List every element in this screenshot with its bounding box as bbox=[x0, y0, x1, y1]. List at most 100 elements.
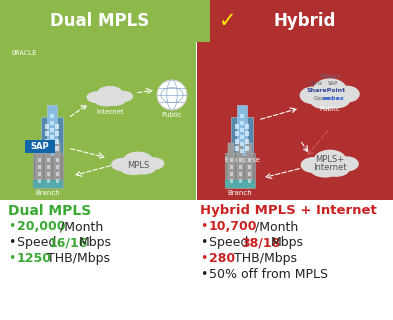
Text: Dual MPLS: Dual MPLS bbox=[50, 12, 150, 30]
Ellipse shape bbox=[95, 96, 118, 107]
Bar bbox=[54, 143, 60, 188]
Bar bbox=[0, 0, 210, 42]
Text: •: • bbox=[8, 236, 15, 249]
Ellipse shape bbox=[86, 92, 107, 103]
Ellipse shape bbox=[323, 162, 349, 177]
Bar bbox=[45, 124, 49, 129]
Bar bbox=[37, 164, 40, 169]
Bar bbox=[245, 124, 249, 129]
Bar bbox=[225, 153, 255, 188]
Text: MPLS: MPLS bbox=[127, 161, 149, 170]
Text: SAP: SAP bbox=[31, 142, 49, 151]
Text: 10,700: 10,700 bbox=[209, 220, 257, 233]
Bar bbox=[248, 179, 250, 182]
Bar bbox=[245, 139, 249, 144]
Bar bbox=[239, 179, 242, 182]
Text: Dual MPLS: Dual MPLS bbox=[8, 204, 91, 218]
Ellipse shape bbox=[114, 91, 133, 102]
Text: webex: webex bbox=[321, 96, 344, 101]
Bar bbox=[239, 164, 242, 169]
Circle shape bbox=[157, 80, 187, 110]
Text: Internet: Internet bbox=[96, 109, 124, 115]
Bar bbox=[235, 139, 239, 144]
Bar bbox=[228, 143, 234, 188]
Bar bbox=[210, 0, 393, 42]
Bar bbox=[240, 148, 244, 153]
Bar bbox=[37, 157, 40, 162]
Ellipse shape bbox=[299, 86, 326, 104]
Text: •: • bbox=[8, 252, 15, 265]
Text: Public: Public bbox=[320, 106, 340, 112]
Bar bbox=[50, 134, 54, 139]
Text: Hybrid MPLS + Internet: Hybrid MPLS + Internet bbox=[200, 204, 377, 217]
Bar bbox=[45, 143, 51, 188]
Bar bbox=[55, 179, 59, 182]
Ellipse shape bbox=[97, 86, 123, 101]
Text: 38/18: 38/18 bbox=[241, 236, 280, 249]
Bar bbox=[55, 146, 59, 151]
Bar bbox=[248, 157, 250, 162]
Ellipse shape bbox=[314, 150, 347, 171]
Bar bbox=[230, 179, 233, 182]
Text: 20,000: 20,000 bbox=[17, 220, 66, 233]
Bar bbox=[248, 164, 250, 169]
Text: 16/16: 16/16 bbox=[49, 236, 88, 249]
Ellipse shape bbox=[120, 163, 147, 175]
Bar bbox=[231, 117, 253, 155]
Bar bbox=[50, 141, 54, 146]
Bar bbox=[246, 143, 252, 188]
Ellipse shape bbox=[104, 95, 126, 106]
Bar bbox=[240, 114, 244, 117]
Bar bbox=[33, 180, 63, 188]
Bar bbox=[230, 164, 233, 169]
Ellipse shape bbox=[142, 157, 164, 170]
Text: Citrix: Citrix bbox=[309, 81, 323, 86]
Text: Public: Public bbox=[162, 112, 182, 118]
Bar bbox=[46, 157, 50, 162]
Ellipse shape bbox=[322, 92, 350, 108]
Text: 1250: 1250 bbox=[17, 252, 52, 265]
Bar bbox=[239, 157, 242, 162]
Text: /Month: /Month bbox=[60, 220, 103, 233]
Text: Mbps: Mbps bbox=[79, 236, 112, 249]
Bar bbox=[240, 127, 244, 132]
Bar bbox=[235, 124, 239, 129]
Text: VMware: VMware bbox=[320, 74, 340, 79]
Ellipse shape bbox=[313, 78, 347, 101]
Bar bbox=[237, 143, 243, 188]
Text: 280: 280 bbox=[209, 252, 235, 265]
Bar bbox=[37, 179, 40, 182]
Text: THB/Mbps: THB/Mbps bbox=[43, 252, 110, 265]
Text: ✓: ✓ bbox=[219, 11, 237, 31]
Text: •: • bbox=[200, 220, 208, 233]
Text: 50% off from MPLS: 50% off from MPLS bbox=[209, 268, 328, 281]
Bar bbox=[50, 127, 54, 132]
Ellipse shape bbox=[335, 156, 359, 172]
Text: ORACLE: ORACLE bbox=[12, 50, 37, 56]
Bar bbox=[245, 146, 249, 151]
Bar bbox=[235, 146, 239, 151]
Bar bbox=[45, 131, 49, 136]
Bar bbox=[55, 124, 59, 129]
Bar bbox=[245, 131, 249, 136]
Text: Internet: Internet bbox=[313, 164, 347, 172]
Bar bbox=[55, 164, 59, 169]
Bar bbox=[36, 143, 42, 188]
Ellipse shape bbox=[311, 163, 340, 178]
Bar bbox=[55, 131, 59, 136]
Text: SharePoint: SharePoint bbox=[307, 88, 345, 93]
Text: Hybrid: Hybrid bbox=[274, 12, 336, 30]
Text: THB/Mbps: THB/Mbps bbox=[230, 252, 297, 265]
Bar bbox=[45, 139, 49, 144]
Bar bbox=[197, 42, 393, 200]
Bar bbox=[230, 157, 233, 162]
Text: MPLS+: MPLS+ bbox=[316, 155, 345, 164]
Bar bbox=[50, 121, 54, 124]
Text: Branch: Branch bbox=[228, 190, 252, 196]
Ellipse shape bbox=[335, 86, 360, 102]
Bar bbox=[55, 139, 59, 144]
Bar bbox=[46, 172, 50, 175]
Bar bbox=[55, 157, 59, 162]
Ellipse shape bbox=[111, 158, 134, 171]
Bar bbox=[230, 172, 233, 175]
